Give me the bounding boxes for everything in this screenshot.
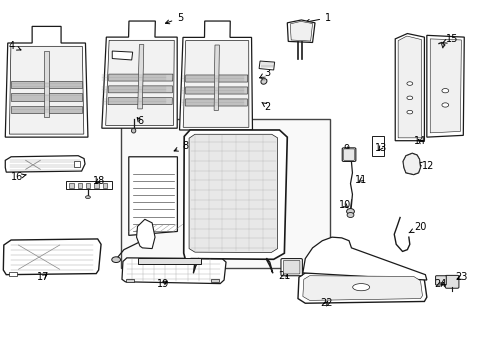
Text: 9: 9 xyxy=(343,144,349,154)
Bar xyxy=(74,161,80,167)
Ellipse shape xyxy=(346,212,353,217)
Polygon shape xyxy=(108,74,173,81)
Polygon shape xyxy=(302,237,426,280)
FancyBboxPatch shape xyxy=(283,260,299,274)
Text: 4: 4 xyxy=(9,41,21,51)
Bar xyxy=(102,183,107,188)
Polygon shape xyxy=(9,46,83,134)
Polygon shape xyxy=(183,41,248,127)
Bar xyxy=(69,183,74,188)
Text: 22: 22 xyxy=(319,298,332,308)
Polygon shape xyxy=(5,26,88,137)
Ellipse shape xyxy=(441,103,448,107)
Polygon shape xyxy=(179,21,252,130)
Bar xyxy=(86,183,90,188)
Bar xyxy=(371,136,383,156)
Polygon shape xyxy=(136,219,155,249)
Bar xyxy=(94,183,99,188)
Text: 16: 16 xyxy=(11,172,26,182)
Polygon shape xyxy=(105,40,174,125)
Polygon shape xyxy=(5,156,85,172)
FancyBboxPatch shape xyxy=(343,149,354,160)
Polygon shape xyxy=(185,87,247,94)
Text: 8: 8 xyxy=(174,141,188,151)
Polygon shape xyxy=(259,61,274,70)
Polygon shape xyxy=(138,45,143,109)
Ellipse shape xyxy=(85,196,90,199)
Ellipse shape xyxy=(406,111,412,114)
Text: 11: 11 xyxy=(354,175,366,185)
FancyBboxPatch shape xyxy=(342,148,355,161)
Text: 5: 5 xyxy=(165,13,183,24)
Polygon shape xyxy=(302,276,422,300)
Text: 15: 15 xyxy=(442,34,458,44)
Polygon shape xyxy=(183,130,287,262)
Text: 1: 1 xyxy=(305,13,330,23)
Bar xyxy=(211,279,219,282)
Ellipse shape xyxy=(346,208,354,214)
Text: 12: 12 xyxy=(417,161,434,171)
Polygon shape xyxy=(402,153,420,175)
Text: 19: 19 xyxy=(156,279,168,289)
Bar xyxy=(126,279,134,282)
Polygon shape xyxy=(426,35,463,137)
Polygon shape xyxy=(108,98,172,105)
FancyBboxPatch shape xyxy=(281,258,302,276)
Polygon shape xyxy=(397,36,421,138)
Text: 10: 10 xyxy=(338,200,350,210)
Ellipse shape xyxy=(112,257,120,262)
Polygon shape xyxy=(287,20,314,42)
Ellipse shape xyxy=(406,96,412,100)
Polygon shape xyxy=(11,93,81,100)
Bar xyxy=(137,257,201,264)
FancyBboxPatch shape xyxy=(445,275,458,288)
Polygon shape xyxy=(65,181,112,189)
Text: 7: 7 xyxy=(224,165,242,175)
Ellipse shape xyxy=(406,82,412,85)
Polygon shape xyxy=(297,271,426,303)
Bar xyxy=(120,119,329,267)
Polygon shape xyxy=(11,105,81,113)
Text: 13: 13 xyxy=(374,143,386,153)
Text: 6: 6 xyxy=(137,116,142,126)
Text: 20: 20 xyxy=(408,222,426,233)
Text: 24: 24 xyxy=(434,279,446,289)
Polygon shape xyxy=(112,51,132,60)
Polygon shape xyxy=(11,81,81,89)
Polygon shape xyxy=(403,153,419,174)
Bar xyxy=(78,183,82,188)
Polygon shape xyxy=(429,39,460,133)
Text: 21: 21 xyxy=(278,271,290,281)
Ellipse shape xyxy=(441,89,448,93)
Polygon shape xyxy=(185,99,247,106)
Polygon shape xyxy=(102,21,177,128)
FancyBboxPatch shape xyxy=(435,276,446,285)
Polygon shape xyxy=(214,45,219,111)
Polygon shape xyxy=(189,134,277,252)
Text: 23: 23 xyxy=(454,272,467,282)
Text: 14: 14 xyxy=(413,136,426,147)
Ellipse shape xyxy=(261,78,266,84)
Polygon shape xyxy=(108,86,172,93)
Polygon shape xyxy=(185,75,247,82)
Text: 18: 18 xyxy=(92,176,104,186)
Polygon shape xyxy=(122,258,225,284)
Polygon shape xyxy=(44,51,49,117)
Polygon shape xyxy=(128,157,177,235)
Ellipse shape xyxy=(352,284,369,291)
Polygon shape xyxy=(394,33,424,141)
Bar xyxy=(9,272,18,276)
Text: 3: 3 xyxy=(259,68,270,78)
Polygon shape xyxy=(289,21,312,41)
Text: 17: 17 xyxy=(37,272,49,282)
Ellipse shape xyxy=(131,129,136,133)
Text: 2: 2 xyxy=(262,102,270,112)
Polygon shape xyxy=(3,239,101,275)
